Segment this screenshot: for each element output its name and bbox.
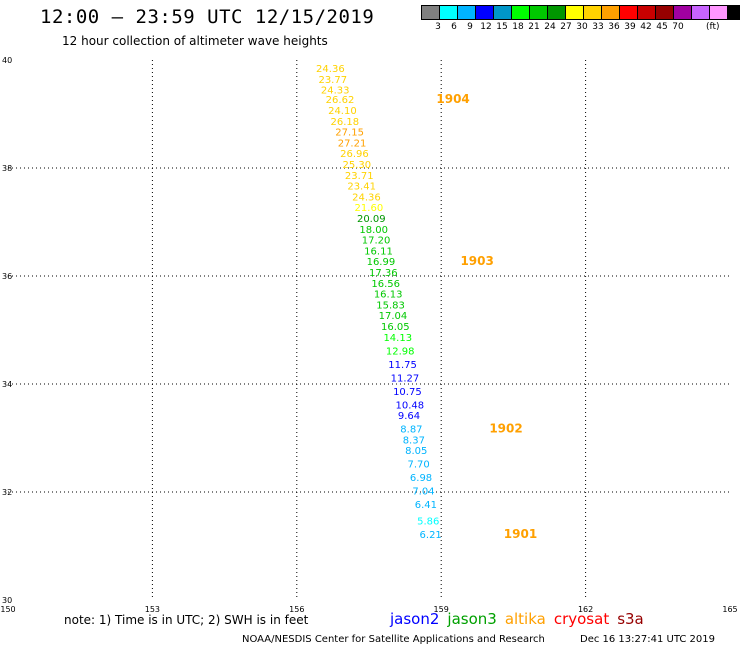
wave-height-label: 18.00 <box>359 225 388 236</box>
wave-height-label: 10.48 <box>395 400 424 411</box>
wave-height-label: 17.36 <box>369 268 398 279</box>
wave-height-label: 12.98 <box>386 346 415 357</box>
wave-height-label: 9.64 <box>398 411 420 422</box>
satellite-label: cryosat <box>553 610 610 628</box>
legend-label: 3 <box>435 22 441 32</box>
wave-height-label: 23.77 <box>318 75 347 86</box>
wave-height-label: 24.10 <box>328 106 357 117</box>
wave-height-label: 17.04 <box>379 311 408 322</box>
satellite-legend: jason2 jason3 altika cryosat s3a <box>390 610 652 628</box>
wave-height-label: 21.60 <box>355 203 384 214</box>
wave-height-label: 17.20 <box>362 236 391 247</box>
legend-label: 6 <box>451 22 457 32</box>
y-tick-label: 34 <box>2 380 12 389</box>
legend-label: 36 <box>608 22 620 32</box>
x-tick-label: 159 <box>434 605 449 614</box>
pass-annotation: 1901 <box>504 527 537 541</box>
footer-note: note: 1) Time is in UTC; 2) SWH is in fe… <box>64 613 309 627</box>
legend-label: 70 <box>672 22 684 32</box>
wave-height-label: 23.71 <box>345 171 374 182</box>
legend-label: 24 <box>544 22 556 32</box>
wave-height-label: 10.75 <box>393 387 422 398</box>
legend-label: 15 <box>496 22 508 32</box>
wave-height-label: 11.27 <box>391 373 420 384</box>
wave-height-label: 7.04 <box>412 487 434 498</box>
wave-height-label: 5.86 <box>417 516 439 527</box>
wave-height-label: 27.21 <box>338 138 367 149</box>
legend-label: 45 <box>656 22 668 32</box>
pass-annotation: 1904 <box>436 92 469 106</box>
wave-height-label: 24.33 <box>321 85 350 96</box>
legend-label: 12 <box>480 22 492 32</box>
wave-height-label: 24.36 <box>352 192 381 203</box>
legend-label: 39 <box>624 22 636 32</box>
wave-height-label: 8.37 <box>403 435 425 446</box>
wave-height-label: 7.70 <box>408 460 430 471</box>
wave-height-label: 16.13 <box>374 290 403 301</box>
legend-label: 18 <box>512 22 524 32</box>
wave-height-label: 8.05 <box>405 446 427 457</box>
wave-height-label: 6.41 <box>415 500 437 511</box>
wave-height-label: 8.87 <box>400 425 422 436</box>
satellite-label: jason3 <box>447 610 497 628</box>
wave-height-label: 15.83 <box>376 300 405 311</box>
wave-height-label: 16.05 <box>381 322 410 333</box>
wave-height-label: 11.75 <box>388 360 417 371</box>
legend-label: 42 <box>640 22 652 32</box>
y-tick-label: 30 <box>2 596 12 605</box>
legend-swatch <box>727 5 740 20</box>
y-tick-label: 36 <box>2 272 12 281</box>
legend-label: 9 <box>467 22 473 32</box>
x-tick-label: 162 <box>578 605 593 614</box>
y-tick-label: 38 <box>2 164 12 173</box>
x-tick-label: 165 <box>722 605 737 614</box>
legend-unit: (ft) <box>706 22 720 32</box>
wave-height-label: 24.36 <box>316 64 345 75</box>
legend-label: 30 <box>576 22 588 32</box>
timestamp-text: Dec 16 13:27:41 UTC 2019 <box>580 634 715 645</box>
color-legend-labels: 3 6 9 12 15 18 21 24 27 30 33 36 39 42 45 70 <box>422 22 686 32</box>
satellite-label: s3a <box>617 610 644 628</box>
x-tick-label: 156 <box>289 605 304 614</box>
y-tick-label: 40 <box>2 56 12 65</box>
color-legend <box>421 5 740 20</box>
wave-height-label: 16.11 <box>364 246 393 257</box>
pass-annotation: 1903 <box>460 254 493 268</box>
credit-text: NOAA/NESDIS Center for Satellite Applica… <box>242 634 545 645</box>
wave-height-label: 16.99 <box>367 257 396 268</box>
satellite-label: altika <box>504 610 546 628</box>
wave-height-label: 16.56 <box>371 279 400 290</box>
wave-height-label: 6.21 <box>420 530 442 541</box>
wave-height-label: 26.96 <box>340 149 369 160</box>
chart-subtitle: 12 hour collection of altimeter wave hei… <box>62 34 328 48</box>
y-tick-label: 32 <box>2 488 12 497</box>
wave-height-label: 26.18 <box>330 117 359 128</box>
chart-title: 12:00 – 23:59 UTC 12/15/2019 <box>40 6 375 28</box>
wave-height-label: 14.13 <box>383 333 412 344</box>
wave-height-label: 25.30 <box>343 160 372 171</box>
x-tick-label: 153 <box>145 605 160 614</box>
legend-label: 27 <box>560 22 572 32</box>
legend-label: 21 <box>528 22 540 32</box>
x-tick-label: 150 <box>0 605 15 614</box>
wave-height-label: 27.15 <box>335 128 364 139</box>
satellite-label: jason2 <box>390 610 440 628</box>
wave-height-label: 20.09 <box>357 214 386 225</box>
legend-label: 33 <box>592 22 604 32</box>
wave-height-label: 26.62 <box>326 95 355 106</box>
wave-height-label: 23.41 <box>347 182 376 193</box>
wave-height-label: 6.98 <box>410 473 432 484</box>
pass-annotation: 1902 <box>489 422 522 436</box>
